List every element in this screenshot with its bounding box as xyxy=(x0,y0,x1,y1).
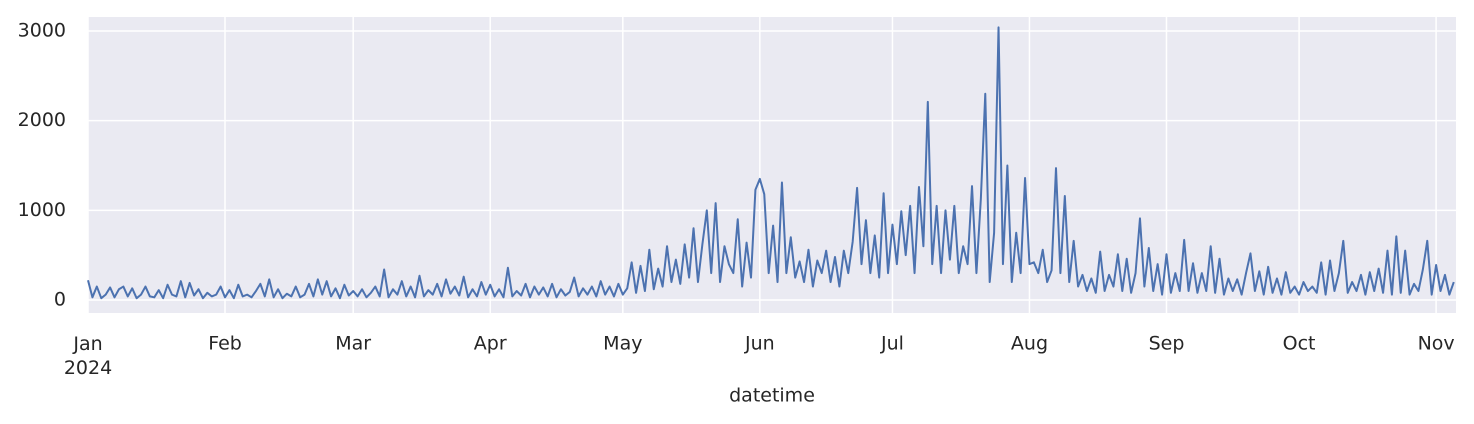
y-tick-label: 2000 xyxy=(18,109,66,131)
x-tick-label: Jul xyxy=(880,333,904,355)
x-tick-label: Mar xyxy=(335,333,371,355)
y-tick-label: 1000 xyxy=(18,199,66,221)
y-tick-label: 3000 xyxy=(18,19,66,41)
x-tick-label: May xyxy=(603,333,642,355)
x-tick-label: Feb xyxy=(208,333,242,355)
x-axis-label: datetime xyxy=(729,385,815,407)
x-tick-label: Apr xyxy=(474,333,507,355)
x-tick-label: Jan 2024 xyxy=(64,333,112,379)
x-tick-label: Aug xyxy=(1011,333,1048,355)
plot-area xyxy=(88,17,1456,313)
x-tick-label: Oct xyxy=(1283,333,1316,355)
data-line xyxy=(87,26,1455,300)
y-tick-label: 0 xyxy=(54,288,66,310)
x-tick-label: Jun xyxy=(744,333,775,355)
x-tick-label: Sep xyxy=(1149,333,1185,355)
x-tick-label: Nov xyxy=(1418,333,1455,355)
